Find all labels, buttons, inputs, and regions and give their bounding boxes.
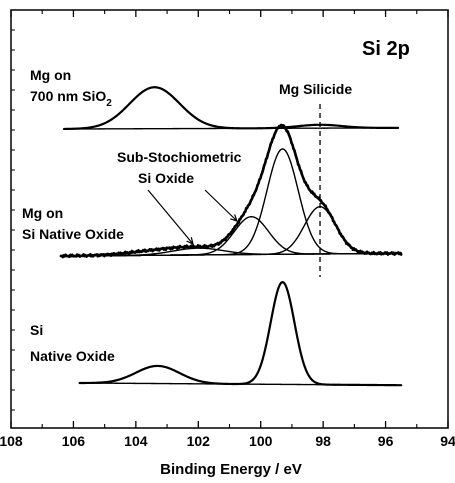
spectrum-envelope — [62, 86, 400, 131]
label-mg-on-700nm-line1: Mg on — [30, 67, 71, 83]
x-axis-title: Binding Energy / eV — [160, 461, 302, 478]
annotation-mg-silicide: Mg Silicide — [279, 81, 352, 97]
x-tick-label: 102 — [187, 433, 211, 449]
spectra — [59, 86, 403, 387]
annotation-arrows — [147, 189, 238, 246]
annotation-arrow-right — [204, 189, 238, 222]
annotation-arrow-left-head — [186, 237, 194, 246]
label-si-native-line1: Si — [30, 322, 43, 338]
x-axis-ticks: 108 106 104 102 100 98 96 94 — [0, 10, 455, 449]
label-mg-on-700nm-subscript: 2 — [106, 98, 112, 109]
annotation-sub-stoichiometric-line2: Si Oxide — [138, 170, 194, 186]
annotation-arrow-right-head — [230, 214, 238, 222]
x-tick-label: 96 — [378, 433, 394, 449]
chart-title: Si 2p — [362, 38, 410, 60]
x-tick-label: 104 — [124, 433, 148, 449]
plot-border — [10, 9, 449, 429]
plot-frame — [10, 9, 449, 429]
x-tick-label: 106 — [62, 433, 86, 449]
x-tick-label: 108 — [0, 433, 23, 449]
label-mg-on-700nm-line2: 700 nm SiO2 — [30, 88, 112, 109]
label-mg-on-native-line1: Mg on — [22, 205, 63, 221]
spectrum-0 — [62, 86, 400, 131]
annotation-arrow-left — [147, 189, 194, 245]
x-tick-label: 94 — [440, 433, 455, 449]
spectrum-2 — [78, 281, 403, 387]
annotation-sub-stoichiometric-line1: Sub-Stochiometric — [117, 149, 242, 165]
spectrum-1 — [59, 123, 403, 259]
x-tick-label: 98 — [315, 433, 331, 449]
label-mg-on-native-line2: Si Native Oxide — [22, 226, 124, 242]
label-mg-on-700nm-line2-text: 700 nm SiO — [30, 88, 106, 104]
x-tick-label: 100 — [249, 433, 273, 449]
spectrum-data — [59, 123, 403, 259]
spectrum-envelope — [78, 281, 403, 387]
label-si-native-line2: Native Oxide — [30, 348, 115, 364]
